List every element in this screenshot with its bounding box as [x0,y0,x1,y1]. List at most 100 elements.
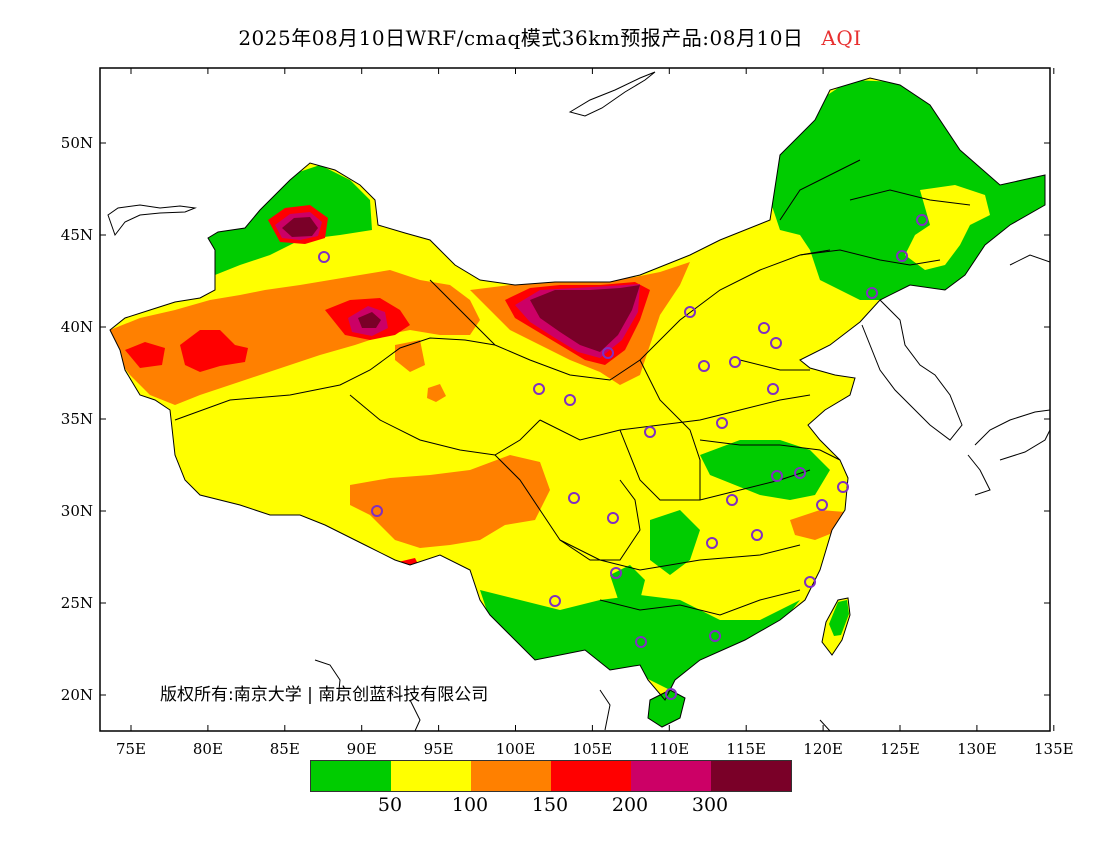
station-marker [729,356,741,368]
lat-tick-label: 35N [61,410,93,428]
legend-label: 100 [451,794,489,816]
station-marker [751,529,763,541]
lon-tick-label: 95E [424,740,454,758]
lat-tick-label: 20N [61,686,93,704]
legend-label: 200 [611,794,649,816]
lon-tick-label: 105E [573,740,613,758]
station-marker [794,467,806,479]
good-zone-yangtze [700,440,830,500]
hazardous-zone-alxa [530,285,640,352]
station-marker [607,512,619,524]
station-marker [698,360,710,372]
station-marker [758,322,770,334]
lat-tick-label: 30N [61,502,93,520]
station-marker [602,347,614,359]
lake-baikal-outline [568,71,656,117]
station-marker [770,337,782,349]
legend-swatch [551,761,631,791]
caspian-outline [107,204,197,237]
neighbor-outlines [107,71,1050,731]
good-zone-hunan [610,565,645,605]
station-marker [804,576,816,588]
korea-outline [861,299,963,441]
legend-swatch [311,761,391,791]
lon-tick-label: 90E [347,740,377,758]
shandong-boundary [739,359,810,371]
station-marker [726,494,738,506]
copyright-text: 版权所有:南京大学 | 南京创蓝科技有限公司 [160,685,489,705]
variable-label: AQI [821,26,862,50]
lon-tick-label: 115E [726,740,766,758]
lon-tick-label: 80E [193,740,223,758]
northeast-boundary-3 [779,159,861,221]
station-marker [610,567,622,579]
station-marker [837,481,849,493]
station-marker [564,394,576,406]
lat-tick-label: 45N [61,226,93,244]
legend-label: 50 [377,794,403,816]
longitude-axis: 75E 80E 85E 90E 95E 100E 105E 110E 115E 120E 125E 1… [116,68,1074,758]
hazardous-zone-tarim [358,312,381,328]
inner-mongolia-boundary [494,249,831,381]
station-marker [644,426,656,438]
lon-tick-label: 110E [650,740,690,758]
lon-tick-label: 120E [803,740,843,758]
legend-label: 150 [531,794,569,816]
central-boundary-1 [539,394,811,441]
latitude-axis: 50N 45N 40N 35N 30N 25N 20N [61,134,1050,704]
station-marker [635,636,647,648]
sensitive-zone-qinghai [395,340,425,372]
legend-color-bar [310,760,792,792]
moderate-zone-northeast [905,185,990,270]
legend-labels: 50 100 150 200 300 [310,792,830,820]
sakhalin-outline [1009,254,1050,266]
northeast-boundary-2 [849,189,971,206]
station-marker [684,306,696,318]
map-frame [99,67,1051,732]
lon-tick-label: 125E [880,740,920,758]
map-title: 2025年08月10日WRF/cmaq模式36km预报产品:08月10日 AQI [0,22,1100,51]
station-marker [896,250,908,262]
lon-tick-label: 85E [270,740,300,758]
lon-tick-label: 135E [1034,740,1074,758]
station-marker [371,505,383,517]
china-border [109,77,1046,701]
station-marker [916,214,928,226]
lon-tick-label: 100E [496,740,536,758]
station-marker [549,595,561,607]
sensitive-zone-spot [427,384,446,402]
xinjiang-tibet-boundary [174,337,496,421]
station-marker [716,417,728,429]
japan-outline [967,409,1050,496]
qinghai-tibet-boundary [349,394,541,456]
color-legend: 50 100 150 200 300 [310,760,830,820]
lat-tick-label: 50N [61,134,93,152]
station-marker [706,537,718,549]
good-zone-northeast [760,80,1045,300]
lon-tick-label: 130E [957,740,997,758]
sichuan-boundary [494,454,641,561]
legend-label: 300 [691,794,729,816]
unhealthy-zone-kashgar [125,342,165,368]
station-marker [771,470,783,482]
station-marker [533,383,545,395]
station-markers [318,214,928,700]
station-marker [816,499,828,511]
station-marker [568,492,580,504]
station-marker [709,630,721,642]
good-zone-south [480,590,800,690]
title-text: 2025年08月10日WRF/cmaq模式36km预报产品:08月10日 [238,26,804,50]
unhealthy-zone-tarim [180,330,248,372]
legend-swatch [631,761,711,791]
northeast-boundary-1 [799,249,941,266]
good-zone-south-central [650,510,700,575]
station-marker [767,383,779,395]
south-coast-outline [314,659,831,731]
yangtze-boundary [699,439,841,461]
station-marker [318,251,330,263]
central-boundary-3 [639,359,701,500]
sensitive-zone-tibet [350,455,550,548]
guangdong-boundary [599,589,801,616]
xinjiang-gansu-boundary [429,279,496,346]
